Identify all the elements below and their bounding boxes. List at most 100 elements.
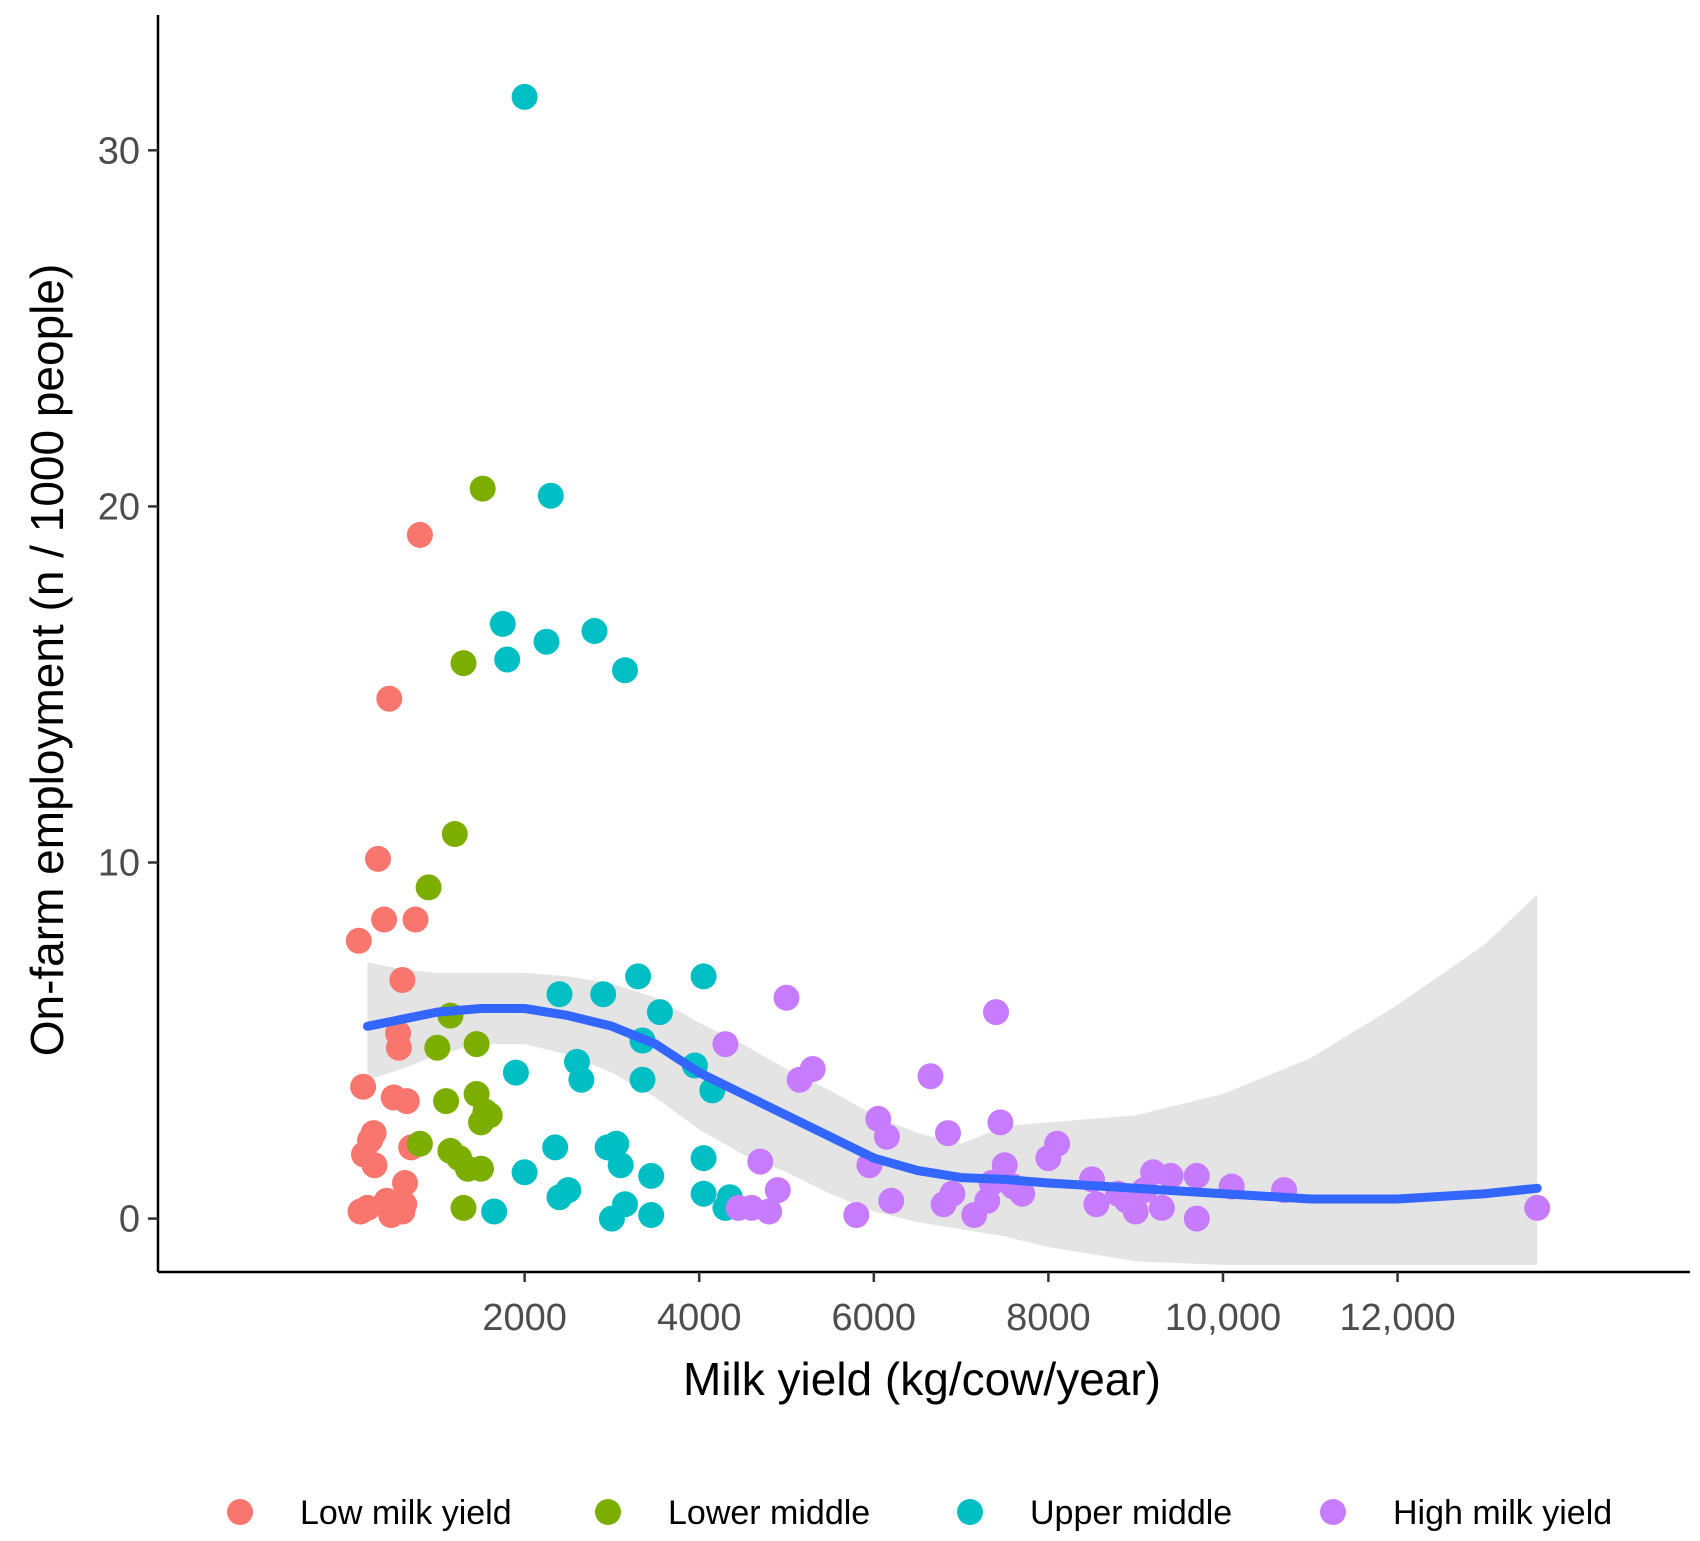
x-tick-label: 8000 (1006, 1297, 1091, 1339)
legend-key-series-4 (1320, 1499, 1346, 1525)
data-point-series-4 (756, 1198, 783, 1225)
data-point-series-3 (542, 1134, 569, 1161)
data-point-series-4 (917, 1063, 944, 1090)
data-point-series-1 (345, 927, 372, 954)
x-tick-label: 2000 (482, 1297, 567, 1339)
y-tick-label: 10 (98, 842, 140, 884)
data-point-series-4 (1183, 1205, 1210, 1232)
data-point-series-2 (476, 1102, 503, 1129)
data-point-series-4 (991, 1152, 1018, 1179)
y-tick-label: 30 (98, 130, 140, 172)
data-point-series-4 (935, 1120, 961, 1147)
data-point-series-4 (1122, 1198, 1149, 1225)
y-axis-title: On-farm employment (n / 1000 people) (21, 264, 73, 1057)
data-points-layer (345, 83, 1551, 1232)
data-point-series-1 (393, 1088, 420, 1115)
data-point-series-4 (873, 1123, 900, 1150)
data-point-series-4 (1183, 1162, 1210, 1189)
data-point-series-3 (555, 1177, 582, 1204)
x-tick-label: 12,000 (1339, 1297, 1455, 1339)
data-point-series-4 (1524, 1194, 1551, 1221)
data-point-series-2 (450, 1194, 477, 1221)
data-point-series-3 (690, 1180, 717, 1207)
data-point-series-3 (690, 963, 717, 990)
data-point-series-2 (463, 1031, 490, 1058)
data-point-series-1 (361, 1152, 388, 1179)
data-point-series-4 (878, 1187, 905, 1214)
data-point-series-3 (590, 981, 617, 1008)
data-point-series-1 (371, 906, 398, 933)
data-point-series-3 (625, 963, 652, 990)
data-point-series-3 (607, 1152, 634, 1179)
data-point-series-3 (489, 610, 516, 637)
data-point-series-3 (533, 628, 560, 655)
legend-key-series-2 (595, 1499, 621, 1525)
data-point-series-4 (773, 984, 800, 1011)
data-point-series-3 (511, 83, 538, 110)
data-point-series-1 (389, 967, 416, 993)
data-point-series-1 (389, 1198, 416, 1225)
data-point-series-4 (1157, 1162, 1184, 1189)
confidence-band (367, 894, 1538, 1265)
data-point-series-2 (406, 1130, 433, 1157)
legend-key-series-3 (957, 1499, 983, 1525)
legend-label-series-4: High milk yield (1393, 1494, 1612, 1532)
data-point-series-2 (424, 1034, 451, 1061)
axes (156, 15, 1690, 1274)
data-point-series-4 (983, 999, 1009, 1026)
data-point-series-4 (764, 1177, 791, 1204)
x-tick-label: 6000 (832, 1297, 917, 1339)
data-point-series-4 (987, 1109, 1014, 1136)
data-point-series-4 (939, 1180, 966, 1207)
legend-label-series-2: Lower middle (668, 1494, 870, 1532)
data-point-series-3 (646, 999, 673, 1026)
y-tick-label: 0 (119, 1199, 140, 1241)
data-point-series-3 (612, 657, 638, 684)
tick-layer: 2000 4000 6000 8000 10,000 12,000 0 10 20 30 (98, 130, 1456, 1339)
data-point-series-3 (494, 646, 521, 673)
data-point-series-1 (402, 906, 429, 933)
legend-key-series-1 (227, 1499, 253, 1525)
confidence-band-layer (367, 894, 1538, 1265)
data-point-series-3 (629, 1066, 656, 1093)
data-point-series-4 (712, 1031, 739, 1058)
data-point-series-3 (546, 981, 573, 1008)
data-point-series-2 (441, 821, 468, 847)
data-point-series-3 (581, 618, 608, 644)
x-tick-label: 10,000 (1165, 1297, 1281, 1339)
data-point-series-4 (1009, 1180, 1036, 1207)
smooth-line-layer (363, 1004, 1542, 1204)
data-point-series-2 (468, 1155, 494, 1182)
data-point-series-3 (502, 1059, 529, 1086)
data-point-series-3 (568, 1066, 595, 1093)
data-point-series-2 (469, 475, 496, 502)
data-point-series-3 (638, 1162, 665, 1189)
data-point-series-4 (1044, 1130, 1071, 1157)
data-point-series-1 (385, 1034, 412, 1061)
data-point-series-1 (406, 521, 433, 548)
legend-label-series-1: Low milk yield (300, 1494, 512, 1532)
data-point-series-3 (603, 1130, 630, 1157)
data-point-series-3 (511, 1159, 538, 1186)
data-point-series-1 (376, 685, 403, 712)
legend: Low milk yield Lower middle Upper middle Hi… (227, 1494, 1612, 1532)
data-point-series-1 (360, 1120, 387, 1147)
smooth-trend-line (363, 1004, 1542, 1204)
data-point-series-3 (537, 482, 564, 509)
data-point-series-2 (415, 874, 442, 901)
data-point-series-1 (392, 1170, 418, 1196)
legend-label-series-3: Upper middle (1030, 1494, 1232, 1532)
data-point-series-2 (450, 650, 477, 677)
data-point-series-3 (612, 1191, 638, 1218)
data-point-series-2 (433, 1088, 460, 1115)
data-point-series-4 (843, 1202, 870, 1228)
y-tick-label: 20 (98, 486, 140, 528)
x-axis-title: Milk yield (kg/cow/year) (683, 1353, 1161, 1405)
data-point-series-1 (350, 1073, 377, 1100)
data-point-series-3 (481, 1198, 508, 1225)
data-point-series-4 (1148, 1194, 1175, 1221)
data-point-series-3 (638, 1202, 665, 1228)
x-tick-label: 4000 (657, 1297, 742, 1339)
